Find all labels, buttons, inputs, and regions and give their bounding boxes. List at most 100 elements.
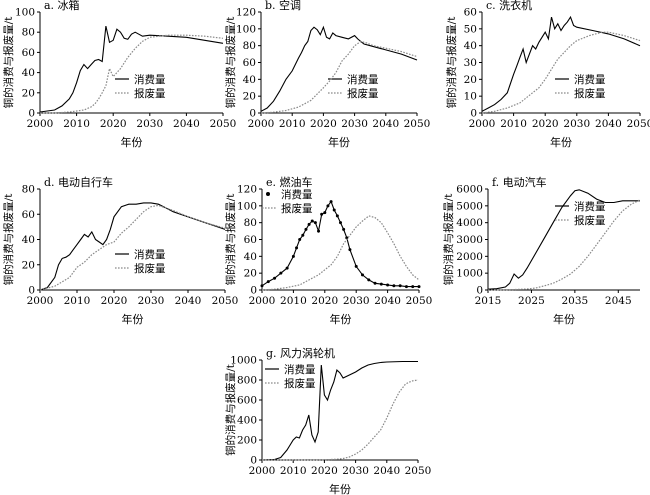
x-axis-title: 年份 — [328, 135, 350, 149]
y-tick-label: 20 — [243, 91, 256, 103]
y-tick-label: 0 — [249, 108, 256, 120]
data-point — [323, 211, 327, 215]
y-axis-title: 铜的消费与报废量/t — [445, 16, 458, 109]
x-tick-label: 2040 — [374, 295, 401, 307]
x-tick-label: 2040 — [595, 118, 622, 130]
x-tick-label: 2030 — [341, 118, 368, 130]
data-point — [373, 281, 377, 285]
y-axis-title: 铜的消费与报废量/t — [442, 193, 455, 286]
y-tick-label: 40 — [464, 40, 477, 52]
x-tick-label: 2040 — [175, 295, 202, 307]
legend-marker — [266, 192, 270, 196]
y-tick-label: 50 — [464, 23, 477, 35]
panel-title: b. 空调 — [265, 0, 301, 12]
y-tick-label: 2000 — [456, 251, 483, 263]
data-point — [273, 276, 277, 280]
legend-label: 消费量 — [134, 73, 166, 86]
x-tick-label: 2000 — [249, 295, 276, 307]
data-point — [266, 280, 270, 284]
y-tick-label: 40 — [243, 74, 256, 86]
x-tick-label: 2040 — [173, 118, 200, 130]
y-tick-label: 200 — [237, 435, 257, 447]
y-tick-label: 10 — [464, 91, 477, 103]
y-tick-label: 600 — [237, 395, 257, 407]
y-tick-label: 4000 — [456, 217, 483, 229]
data-point — [310, 219, 314, 223]
x-axis-title: 年份 — [122, 312, 144, 326]
y-tick-label: 80 — [22, 184, 35, 196]
y-tick-label: 80 — [243, 40, 256, 52]
chart-panel-f: f. 电动汽车 0 1000 2000 3000 4000 5000 6000 2015 2025… — [442, 175, 641, 326]
y-tick-label: 0 — [28, 108, 35, 120]
data-point — [320, 212, 324, 216]
x-tick-label: 2030 — [342, 465, 369, 477]
x-tick-label: 2030 — [563, 118, 590, 130]
y-tick-label: 20 — [22, 87, 35, 99]
x-tick-label: 2020 — [532, 118, 559, 130]
legend-label: 报废量 — [284, 377, 316, 390]
y-tick-label: 20 — [22, 259, 35, 271]
x-tick-label: 2000 — [248, 118, 275, 130]
x-tick-label: 2010 — [63, 118, 90, 130]
data-point — [335, 214, 339, 218]
data-point — [332, 208, 336, 212]
x-tick-label: 2000 — [27, 118, 54, 130]
legend-label: 报废量 — [574, 214, 606, 227]
x-tick-label: 2050 — [406, 295, 433, 307]
y-axis-title: 铜的消费与报废量/t — [2, 16, 15, 109]
data-point — [260, 284, 264, 288]
x-tick-label: 2045 — [605, 295, 632, 307]
data-point — [367, 278, 371, 282]
x-tick-label: 2010 — [280, 295, 307, 307]
data-point — [326, 204, 330, 208]
y-tick-label: 30 — [464, 57, 477, 69]
data-point — [398, 284, 402, 288]
y-tick-label: 100 — [237, 200, 257, 212]
y-axis-title: 铜的消费与报废量/t — [2, 193, 15, 286]
legend-label: 报废量 — [347, 87, 379, 100]
panel-title: a. 冰箱 — [44, 0, 80, 12]
y-tick-label: 0 — [250, 455, 257, 467]
y-tick-label: 100 — [236, 23, 256, 35]
data-point — [392, 284, 396, 288]
data-point — [301, 233, 305, 237]
panel-title: g. 风力涡轮机 — [266, 346, 335, 360]
legend-label: 报废量 — [134, 87, 166, 100]
x-tick-label: 2030 — [136, 118, 163, 130]
x-tick-label: 2010 — [500, 118, 527, 130]
y-tick-label: 1000 — [230, 355, 257, 367]
data-point — [291, 254, 295, 258]
y-tick-label: 40 — [22, 234, 35, 246]
x-tick-label: 2020 — [311, 295, 338, 307]
data-point — [411, 285, 415, 289]
y-tick-label: 40 — [22, 67, 35, 79]
panel-title: f. 电动汽车 — [492, 175, 547, 189]
consumption-series-line — [487, 189, 640, 290]
y-tick-label: 80 — [22, 27, 35, 39]
data-point — [386, 283, 390, 287]
y-tick-label: 40 — [244, 251, 257, 263]
data-point — [404, 285, 408, 289]
y-tick-label: 6000 — [456, 184, 483, 196]
legend-label: 消费量 — [281, 188, 313, 201]
scrap-series-line — [262, 379, 419, 461]
consumption-series-line — [39, 202, 226, 291]
data-point — [317, 229, 321, 233]
x-tick-label: 2000 — [27, 295, 54, 307]
scrap-series-line — [39, 204, 226, 291]
data-point — [279, 271, 283, 275]
x-tick-label: 2015 — [475, 295, 502, 307]
panel-title: c. 洗衣机 — [486, 0, 532, 12]
data-point — [339, 221, 342, 225]
data-point — [285, 266, 289, 270]
y-axis-title: 铜的消费与报废量/t — [224, 193, 237, 286]
y-axis-title: 铜的消费与报废量/t — [224, 363, 237, 456]
consumption-series-line — [481, 15, 641, 112]
legend-label: 消费量 — [347, 73, 379, 86]
x-tick-label: 2010 — [279, 118, 306, 130]
scrap-series-line — [260, 40, 418, 114]
